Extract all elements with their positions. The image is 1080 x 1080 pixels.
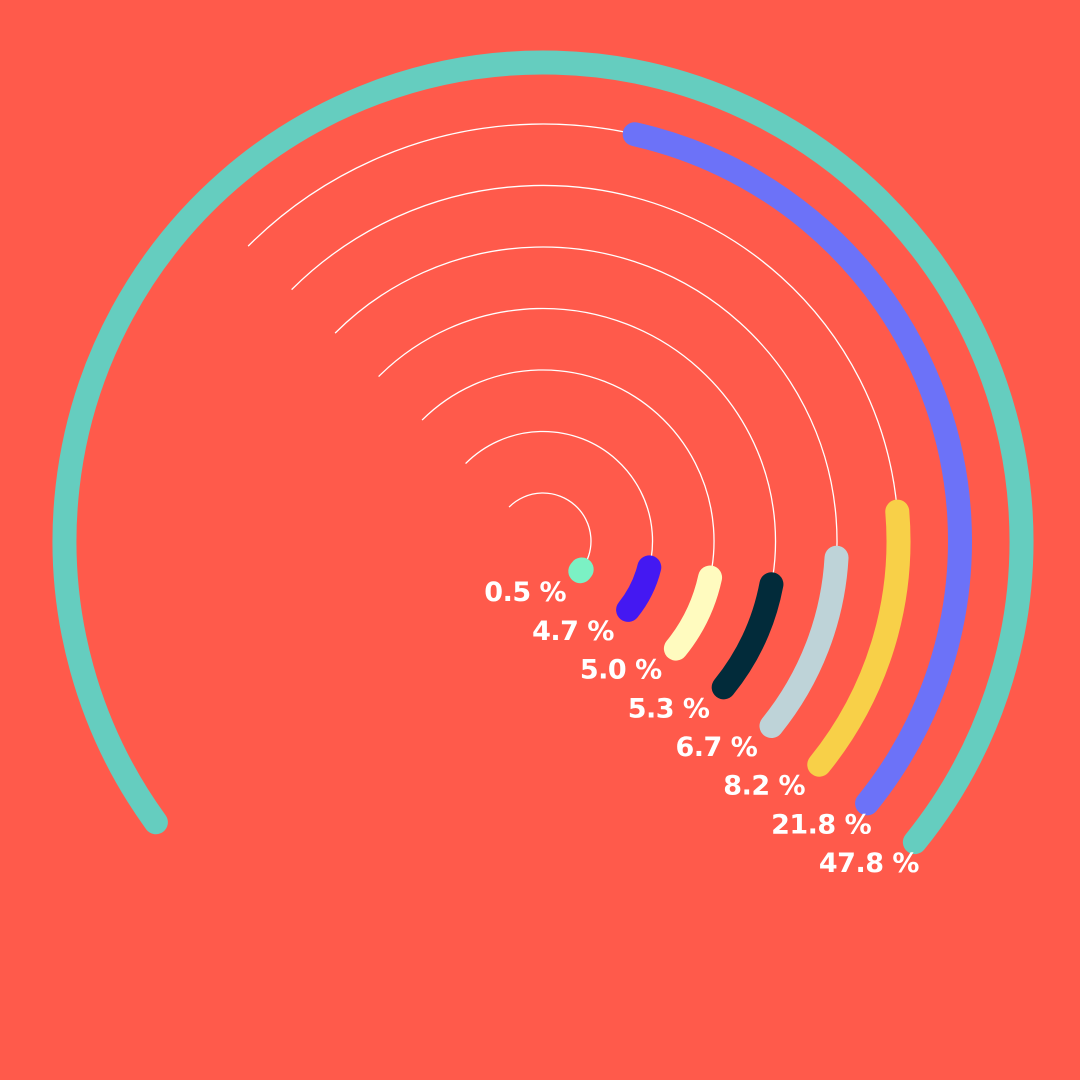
data-label: 5.3 % xyxy=(628,693,710,724)
radial-bars xyxy=(52,50,1034,855)
data-label: 8.2 % xyxy=(723,771,805,802)
bar xyxy=(616,555,662,622)
bar xyxy=(711,572,784,700)
bar xyxy=(52,50,1034,855)
bar xyxy=(568,557,594,584)
bar xyxy=(622,122,972,816)
data-label: 4.7 % xyxy=(532,616,614,647)
bar xyxy=(807,499,911,777)
ring-guide xyxy=(508,492,592,572)
data-label: 21.8 % xyxy=(771,809,872,840)
ring-guide xyxy=(421,369,715,650)
ring-guide xyxy=(204,61,1023,843)
data-label: 0.5 % xyxy=(484,577,566,608)
value-labels: 0.5 % 4.7 % 5.0 % 5.3 % 6.7 % 8.2 % 21.8 % 47.8… xyxy=(484,577,920,879)
data-label: 6.7 % xyxy=(676,732,758,763)
data-label: 5.0 % xyxy=(580,655,662,686)
ring-guides xyxy=(204,61,1023,843)
bar xyxy=(663,565,723,661)
data-label: 47.8 % xyxy=(819,848,920,879)
bar xyxy=(759,545,849,739)
